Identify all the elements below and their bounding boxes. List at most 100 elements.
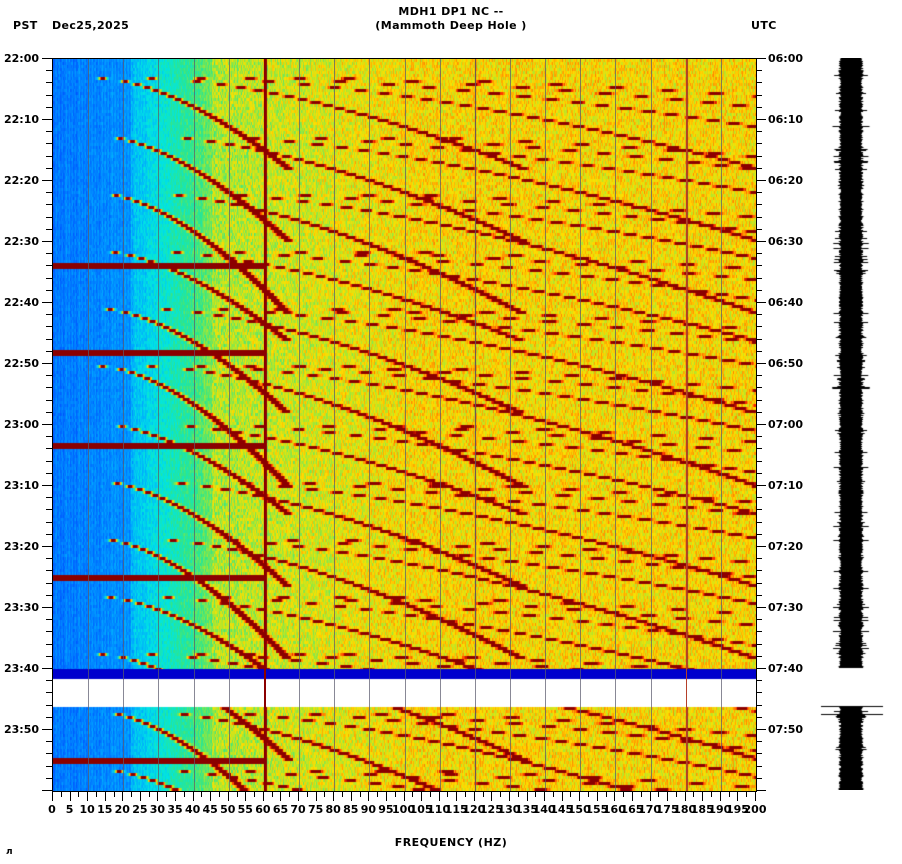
- tick-left: [46, 461, 52, 462]
- time-label-utc: 06:00: [768, 52, 804, 65]
- tick-bottom: [614, 792, 615, 801]
- frequency-axis-title: FREQUENCY (HZ): [394, 836, 508, 849]
- tick-left: [46, 375, 52, 376]
- time-label-utc: 07:40: [768, 662, 804, 675]
- tick-right: [756, 119, 766, 120]
- tick-left: [46, 741, 52, 742]
- gridline-120hz: [475, 59, 476, 791]
- tick-right: [756, 607, 766, 608]
- tick-bottom: [658, 792, 659, 797]
- tick-bottom: [78, 792, 79, 797]
- tick-right: [756, 583, 762, 584]
- time-label-pst: 23:10: [3, 479, 39, 492]
- tick-left: [46, 229, 52, 230]
- tick-bottom: [61, 792, 62, 797]
- tick-left: [46, 766, 52, 767]
- tick-bottom: [676, 792, 677, 797]
- spectrogram-plot[interactable]: [52, 58, 757, 792]
- time-label-pst: 23:50: [3, 723, 39, 736]
- station-subtitle: (Mammoth Deep Hole ): [375, 19, 527, 32]
- tick-bottom: [184, 792, 185, 797]
- frequency-label-100: 100: [392, 803, 415, 816]
- tick-right: [756, 204, 762, 205]
- frequency-label-35: 35: [167, 803, 183, 816]
- tick-right: [756, 290, 762, 291]
- gridline-130hz: [510, 59, 511, 791]
- tick-left: [46, 326, 52, 327]
- tick-bottom: [544, 792, 545, 801]
- tick-bottom: [280, 792, 281, 801]
- tick-bottom: [70, 792, 71, 801]
- tick-left: [46, 656, 52, 657]
- tick-right: [756, 497, 762, 498]
- tick-bottom: [122, 792, 123, 801]
- tick-left: [46, 192, 52, 193]
- tick-bottom: [430, 792, 431, 797]
- frequency-label-195: 195: [725, 803, 749, 816]
- tick-bottom: [491, 792, 492, 801]
- tick-right: [756, 180, 766, 181]
- tick-bottom: [737, 792, 738, 801]
- tick-bottom: [606, 792, 607, 797]
- helicorder-trace: [820, 58, 902, 790]
- tick-right: [756, 387, 762, 388]
- tick-bottom: [483, 792, 484, 797]
- tick-left: [46, 253, 52, 254]
- tick-right: [756, 717, 762, 718]
- tick-bottom: [201, 792, 202, 797]
- time-label-pst: 23:20: [3, 540, 39, 553]
- time-label-pst: 22:50: [3, 357, 39, 370]
- tick-right: [756, 70, 762, 71]
- gridline-180hz: [686, 59, 687, 791]
- frequency-label-5: 5: [65, 803, 74, 816]
- tick-right: [756, 412, 762, 413]
- tick-right: [756, 424, 766, 425]
- timezone-left-label: PST: [13, 19, 38, 32]
- frequency-label-165: 165: [620, 803, 644, 816]
- tick-left: [46, 95, 52, 96]
- tick-left: [46, 70, 52, 71]
- tick-bottom: [298, 792, 299, 801]
- frequency-label-25: 25: [132, 803, 148, 816]
- tick-right: [756, 766, 762, 767]
- tick-left: [46, 204, 52, 205]
- tick-bottom: [395, 792, 396, 797]
- frequency-label-130: 130: [497, 803, 521, 816]
- tick-right: [756, 485, 766, 486]
- tick-right: [756, 692, 762, 693]
- frequency-label-185: 185: [690, 803, 714, 816]
- tick-left: [46, 339, 52, 340]
- tick-right: [756, 375, 762, 376]
- helicorder-trace-image: [820, 58, 902, 790]
- tick-right: [756, 644, 762, 645]
- tick-left: [46, 82, 52, 83]
- frequency-label-75: 75: [307, 803, 324, 816]
- tick-left: [46, 131, 52, 132]
- tick-left: [46, 265, 52, 266]
- frequency-label-170: 170: [638, 803, 662, 816]
- tick-bottom: [237, 792, 238, 797]
- tick-bottom: [535, 792, 536, 797]
- station-title: MDH1 DP1 NC --: [398, 5, 504, 18]
- tick-left: [46, 717, 52, 718]
- tick-left: [42, 790, 52, 791]
- tick-left: [46, 156, 52, 157]
- date-label: Dec25,2025: [52, 19, 130, 32]
- tick-bottom: [693, 792, 694, 797]
- tick-bottom: [210, 792, 211, 801]
- time-label-pst: 22:30: [3, 235, 39, 248]
- gridline-150hz: [580, 59, 581, 791]
- frequency-label-120: 120: [462, 803, 486, 816]
- tick-bottom: [702, 792, 703, 801]
- tick-bottom: [254, 792, 255, 797]
- frequency-label-190: 190: [708, 803, 732, 816]
- tick-bottom: [518, 792, 519, 797]
- tick-left: [46, 680, 52, 681]
- frequency-label-45: 45: [202, 803, 218, 816]
- tick-right: [756, 619, 762, 620]
- gridline-170hz: [651, 59, 652, 791]
- time-label-utc: 06:40: [768, 296, 804, 309]
- tick-left: [42, 58, 52, 59]
- tick-left: [46, 436, 52, 437]
- tick-bottom: [263, 792, 264, 801]
